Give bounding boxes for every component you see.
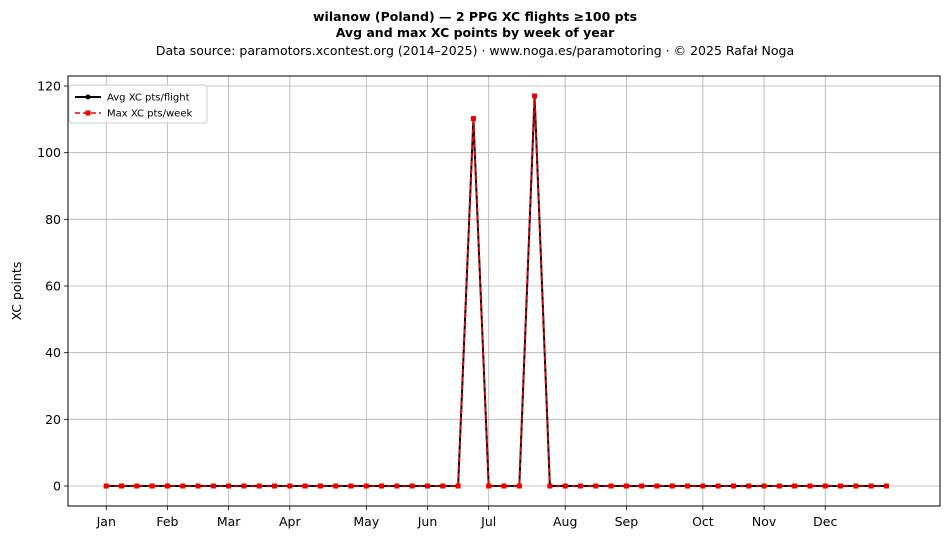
y-axis-label: XC points xyxy=(9,262,24,321)
data-point-max xyxy=(470,116,476,122)
data-point-max xyxy=(210,483,216,489)
data-point-max xyxy=(302,483,308,489)
data-point-max xyxy=(730,483,736,489)
x-tick-label: Jan xyxy=(96,514,116,529)
data-point-max xyxy=(593,483,599,489)
data-point-max xyxy=(715,483,721,489)
data-point-max xyxy=(746,483,752,489)
data-point-max xyxy=(455,483,461,489)
data-point-max xyxy=(379,483,385,489)
x-tick-label: Dec xyxy=(813,514,837,529)
y-tick-label: 40 xyxy=(45,345,61,360)
data-point-max xyxy=(119,483,125,489)
y-tick-label: 20 xyxy=(45,412,61,427)
data-point-max xyxy=(792,483,798,489)
data-point-max xyxy=(838,483,844,489)
y-tick-label: 80 xyxy=(45,212,61,227)
x-tick-label: Sep xyxy=(615,514,639,529)
data-point-max xyxy=(577,483,583,489)
data-point-max xyxy=(761,483,767,489)
data-point-max xyxy=(333,483,339,489)
data-point-max xyxy=(425,483,431,489)
data-point-max xyxy=(164,483,170,489)
legend: Avg XC pts/flight Max XC pts/week xyxy=(68,84,208,124)
data-point-max xyxy=(547,483,553,489)
data-point-max xyxy=(501,483,507,489)
x-axis-ticks: Jan Feb Mar Apr May Jun Jul Aug Sep Oct Nov Dec xyxy=(96,506,837,529)
data-point-max xyxy=(103,483,109,489)
data-point-max xyxy=(149,483,155,489)
legend-box xyxy=(68,84,208,124)
data-point-max xyxy=(562,483,568,489)
x-tick-label: Aug xyxy=(553,514,577,529)
y-tick-label: 100 xyxy=(37,145,61,160)
legend-marker-max xyxy=(85,110,91,116)
x-tick-label: Mar xyxy=(217,514,241,529)
data-point-max xyxy=(868,483,874,489)
data-point-max xyxy=(486,483,492,489)
data-point-max xyxy=(180,483,186,489)
data-point-max xyxy=(776,483,782,489)
data-point-max xyxy=(440,483,446,489)
plot-frame xyxy=(67,75,941,507)
data-point-max xyxy=(195,483,201,489)
x-tick-label: Apr xyxy=(279,514,301,529)
data-point-max xyxy=(287,483,293,489)
data-point-max xyxy=(608,483,614,489)
data-point-max xyxy=(639,483,645,489)
data-point-max xyxy=(256,483,262,489)
x-tick-label: Jun xyxy=(417,514,438,529)
data-point-max xyxy=(241,483,247,489)
x-tick-label: Nov xyxy=(752,514,777,529)
data-point-max xyxy=(685,483,691,489)
data-point-max xyxy=(134,483,140,489)
x-gridlines xyxy=(105,76,826,506)
data-point-max xyxy=(822,483,828,489)
data-point-max xyxy=(853,483,859,489)
legend-marker-avg xyxy=(85,94,91,100)
data-point-max xyxy=(394,483,400,489)
data-point-max xyxy=(317,483,323,489)
data-point-max xyxy=(409,483,415,489)
data-point-max xyxy=(226,483,232,489)
x-tick-label: May xyxy=(353,514,379,529)
series-line-avg xyxy=(106,95,887,487)
data-point-max xyxy=(654,483,660,489)
data-point-max xyxy=(272,483,278,489)
series-layer xyxy=(103,93,889,489)
data-point-max xyxy=(807,483,813,489)
data-point-max xyxy=(516,483,522,489)
x-tick-label: Oct xyxy=(692,514,714,529)
x-tick-label: Feb xyxy=(156,514,178,529)
data-point-max xyxy=(348,483,354,489)
data-point-max xyxy=(363,483,369,489)
y-tick-label: 120 xyxy=(37,79,61,94)
y-gridlines xyxy=(68,85,940,487)
data-point-max xyxy=(532,93,538,99)
data-point-max xyxy=(669,483,675,489)
chart-title-line1: wilanow (Poland) — 2 PPG XC flights ≥100… xyxy=(312,9,638,24)
series-line-max xyxy=(106,95,887,487)
y-axis-ticks: 0 20 40 60 80 100 120 xyxy=(37,79,68,494)
legend-label-avg: Avg XC pts/flight xyxy=(107,93,190,104)
chart-title-line2: Avg and max XC points by week of year xyxy=(335,25,615,40)
data-point-max xyxy=(883,483,889,489)
y-tick-label: 0 xyxy=(53,479,61,494)
y-tick-label: 60 xyxy=(45,279,61,294)
x-tick-label: Jul xyxy=(480,514,496,529)
legend-label-max: Max XC pts/week xyxy=(107,109,192,120)
chart-source-line: Data source: paramotors.xcontest.org (20… xyxy=(155,43,795,58)
data-point-max xyxy=(623,483,629,489)
data-point-max xyxy=(700,483,706,489)
